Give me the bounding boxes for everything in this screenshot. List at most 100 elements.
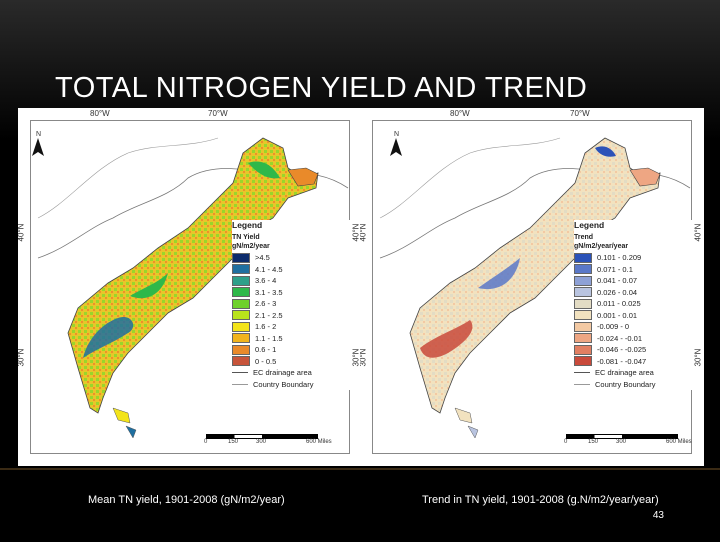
maritime-region — [629, 167, 661, 187]
north-arrow-icon — [32, 138, 44, 156]
scale-label-600: 600 Miles — [666, 439, 692, 445]
map-canvas: N — [32, 131, 349, 439]
legend-swatch — [232, 275, 250, 286]
legend-row: -0.046 - -0.025 — [574, 344, 692, 356]
lon-label-70w: 70°W — [208, 109, 228, 118]
legend-items: 0.101 - 0.209 0.071 - 0.1 0.041 - 0.07 0.02… — [574, 252, 692, 367]
legend-drainage-label: EC drainage area — [595, 368, 654, 378]
legend-label: 3.6 - 4 — [255, 276, 277, 286]
mid-yield-cluster — [130, 273, 168, 299]
legend-label: 2.1 - 2.5 — [255, 310, 283, 320]
legend-label: 3.1 - 3.5 — [255, 287, 283, 297]
legend-left: Legend TN Yield gN/m2/year >4.5 4.1 - 4.5… — [232, 220, 350, 390]
legend-swatch — [574, 310, 592, 321]
legend-swatch — [232, 321, 250, 332]
scale-bar: 0 150 300 600 Miles — [564, 434, 696, 448]
legend-swatch — [574, 252, 592, 263]
legend-label: 1.6 - 2 — [255, 322, 277, 332]
boundary-line-swatch — [574, 383, 590, 385]
legend-swatch — [574, 333, 592, 344]
scale-label-150: 150 — [228, 439, 239, 445]
slide-title: TOTAL NITROGEN YIELD AND TREND — [55, 72, 588, 104]
lon-label-80w: 80°W — [450, 109, 470, 118]
legend-label: -0.024 - -0.01 — [597, 333, 643, 343]
scale-label-600: 600 Miles — [306, 439, 332, 445]
legend-swatch — [574, 356, 592, 367]
legend-row: -0.081 - -0.047 — [574, 356, 692, 368]
legend-swatch — [232, 287, 250, 298]
legend-label: 2.6 - 3 — [255, 299, 277, 309]
legend-swatch — [574, 298, 592, 309]
scale-label-0: 0 — [204, 439, 208, 445]
legend-swatch — [574, 287, 592, 298]
lake-outline — [379, 137, 561, 219]
ne-yield-cluster — [248, 161, 280, 179]
legend-label: -0.081 - -0.047 — [597, 356, 647, 366]
legend-drainage-label: EC drainage area — [253, 368, 312, 378]
legend-swatch — [574, 264, 592, 275]
tn-trend-map: 80°W 70°W 40°N 30°N 40°N 30°N — [360, 108, 704, 466]
legend-row: 0.041 - 0.07 — [574, 275, 692, 287]
legend-row: 0.6 - 1 — [232, 344, 350, 356]
scale-bar: 0 150 300 600 Miles — [204, 434, 336, 448]
legend-swatch — [232, 264, 250, 275]
legend-label: 0 - 0.5 — [255, 356, 277, 366]
left-caption: Mean TN yield, 1901-2008 (gN/m2/year) — [88, 494, 285, 506]
legend-boundary-label: Country Boundary — [595, 379, 656, 389]
maritime-region — [287, 167, 319, 187]
legend-drainage-row: EC drainage area — [574, 367, 692, 379]
legend-row: 3.6 - 4 — [232, 275, 350, 287]
legend-row: 1.1 - 1.5 — [232, 333, 350, 345]
legend-subtitle: Trend — [574, 234, 594, 241]
legend-unit: gN/m2/year — [232, 243, 270, 250]
legend-row: -0.009 - 0 — [574, 321, 692, 333]
legend-label: 0.011 - 0.025 — [597, 299, 641, 309]
legend-right: Legend Trend gN/m2/year/year 0.101 - 0.2… — [574, 220, 692, 390]
legend-boundary-label: Country Boundary — [253, 379, 314, 389]
legend-swatch — [574, 275, 592, 286]
legend-swatch — [232, 298, 250, 309]
scale-bar-graphic — [206, 434, 318, 439]
island — [112, 407, 131, 424]
negative-trend-cluster — [420, 320, 473, 358]
legend-swatch — [574, 321, 592, 332]
legend-row: >4.5 — [232, 252, 350, 264]
legend-swatch — [232, 252, 250, 263]
north-label: N — [36, 131, 41, 138]
legend-row: 0.026 - 0.04 — [574, 287, 692, 299]
right-caption: Trend in TN yield, 1901-2008 (g.N/m2/yea… — [422, 494, 659, 506]
legend-row: 0.001 - 0.01 — [574, 310, 692, 322]
legend-label: 0.071 - 0.1 — [597, 264, 633, 274]
legend-unit: gN/m2/year/year — [574, 243, 629, 250]
boundary-line-swatch — [232, 383, 248, 385]
legend-row: 0 - 0.5 — [232, 356, 350, 368]
scale-label-150: 150 — [588, 439, 599, 445]
legend-row: 2.1 - 2.5 — [232, 310, 350, 322]
legend-swatch — [232, 344, 250, 355]
legend-row: 0.011 - 0.025 — [574, 298, 692, 310]
drainage-line-swatch — [232, 372, 248, 374]
positive-trend-cluster — [478, 258, 520, 290]
legend-drainage-row: EC drainage area — [232, 367, 350, 379]
scale-label-0: 0 — [564, 439, 568, 445]
legend-row: 3.1 - 3.5 — [232, 287, 350, 299]
legend-label: -0.046 - -0.025 — [597, 345, 647, 355]
legend-swatch — [232, 333, 250, 344]
page-number: 43 — [652, 510, 664, 521]
legend-row: 2.6 - 3 — [232, 298, 350, 310]
legend-swatch — [232, 310, 250, 321]
legend-title: Legend — [232, 220, 263, 230]
drainage-line-swatch — [574, 372, 590, 374]
legend-row: 0.101 - 0.209 — [574, 252, 692, 264]
ne-positive-cluster — [595, 146, 616, 157]
legend-boundary-row: Country Boundary — [574, 379, 692, 391]
legend-label: 0.001 - 0.01 — [597, 310, 638, 320]
legend-row: 0.071 - 0.1 — [574, 264, 692, 276]
legend-label: 0.6 - 1 — [255, 345, 277, 355]
tn-yield-map: 80°W 70°W 40°N 30°N 40°N 30°N — [18, 108, 362, 466]
legend-label: 0.041 - 0.07 — [597, 276, 638, 286]
legend-label: 0.026 - 0.04 — [597, 287, 638, 297]
north-label: N — [394, 131, 399, 138]
map-canvas: N — [379, 131, 691, 439]
caption-bar — [0, 468, 720, 542]
